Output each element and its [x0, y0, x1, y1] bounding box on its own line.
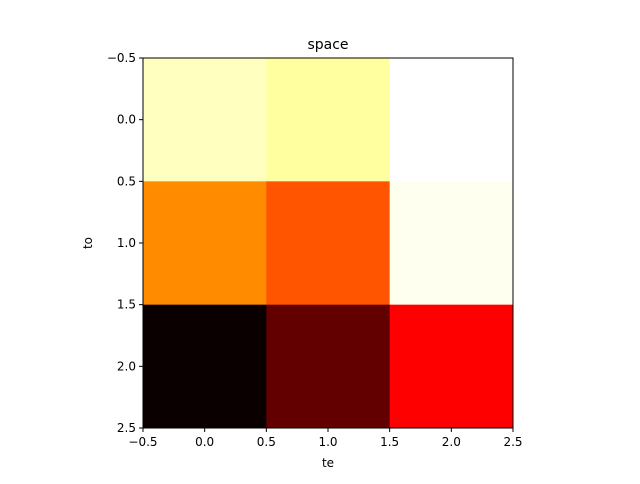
x-tick-label: 1.0 — [318, 435, 337, 449]
x-axis-ticks: −0.5 0.0 0.5 1.0 1.5 2.0 2.5 — [128, 428, 523, 449]
heatmap-cell-r2-c2 — [389, 304, 514, 429]
x-tick-label: 2.5 — [503, 435, 522, 449]
heatmap-cell-r1-c2 — [389, 181, 514, 306]
y-tick-label: 0.0 — [117, 113, 136, 127]
y-axis-ticks: −0.5 0.0 0.5 1.0 1.5 2.0 2.5 — [107, 51, 143, 435]
x-tick-label: 0.0 — [195, 435, 214, 449]
y-tick-label: 2.0 — [117, 359, 136, 373]
y-axis-label: to — [81, 237, 95, 249]
x-tick-label: 2.0 — [442, 435, 461, 449]
x-tick-label: 1.5 — [380, 435, 399, 449]
y-tick-label: 1.5 — [117, 298, 136, 312]
y-tick-label: −0.5 — [107, 51, 136, 65]
y-tick-label: 1.0 — [117, 236, 136, 250]
y-tick-label: 0.5 — [117, 174, 136, 188]
heatmap-cell-r0-c1 — [266, 58, 391, 182]
heatmap-cell-r2-c0 — [143, 304, 267, 429]
heatmap-cell-r0-c0 — [143, 58, 267, 182]
x-tick-label: 0.5 — [257, 435, 276, 449]
heatmap-cell-r1-c1 — [266, 181, 391, 306]
chart-title: space — [307, 37, 348, 53]
heatmap-cells — [143, 58, 514, 429]
x-axis-label: te — [322, 456, 334, 470]
y-tick-label: 2.5 — [117, 421, 136, 435]
heatmap-cell-r0-c2 — [389, 58, 514, 182]
x-tick-label: −0.5 — [128, 435, 157, 449]
heatmap-cell-r2-c1 — [266, 304, 391, 429]
heatmap-cell-r1-c0 — [143, 181, 267, 306]
